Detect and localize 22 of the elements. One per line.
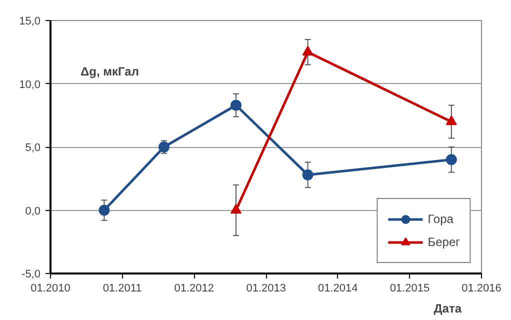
point: [230, 100, 242, 111]
y-tick-label: 5,0: [25, 142, 41, 154]
y-tick-label: 10,0: [19, 78, 41, 91]
y-axis-title: Δg, мкГал: [80, 64, 139, 78]
x-tick-label: 01.2015: [390, 282, 430, 294]
point: [302, 46, 314, 56]
legend-label: Гора: [428, 212, 454, 226]
point: [302, 169, 314, 180]
x-tick-label: 01.2011: [102, 282, 142, 294]
x-tick-label: 01.2014: [318, 282, 358, 294]
point: [98, 204, 110, 216]
x-tick-label: 01.2010: [30, 282, 70, 294]
x-tick-label: 01.2012: [174, 282, 214, 294]
y-tick-label: 0,0: [25, 205, 41, 218]
y-tick-label: 15,0: [19, 16, 41, 28]
y-tick-label: -5,0: [22, 268, 41, 280]
point: [446, 154, 457, 166]
x-tick-label: 01.2016: [462, 282, 502, 294]
point: [446, 115, 457, 126]
x-axis-title: Дата: [434, 302, 462, 316]
x-tick-label: 01.2013: [246, 282, 286, 294]
legend-label: Берег: [428, 235, 460, 249]
